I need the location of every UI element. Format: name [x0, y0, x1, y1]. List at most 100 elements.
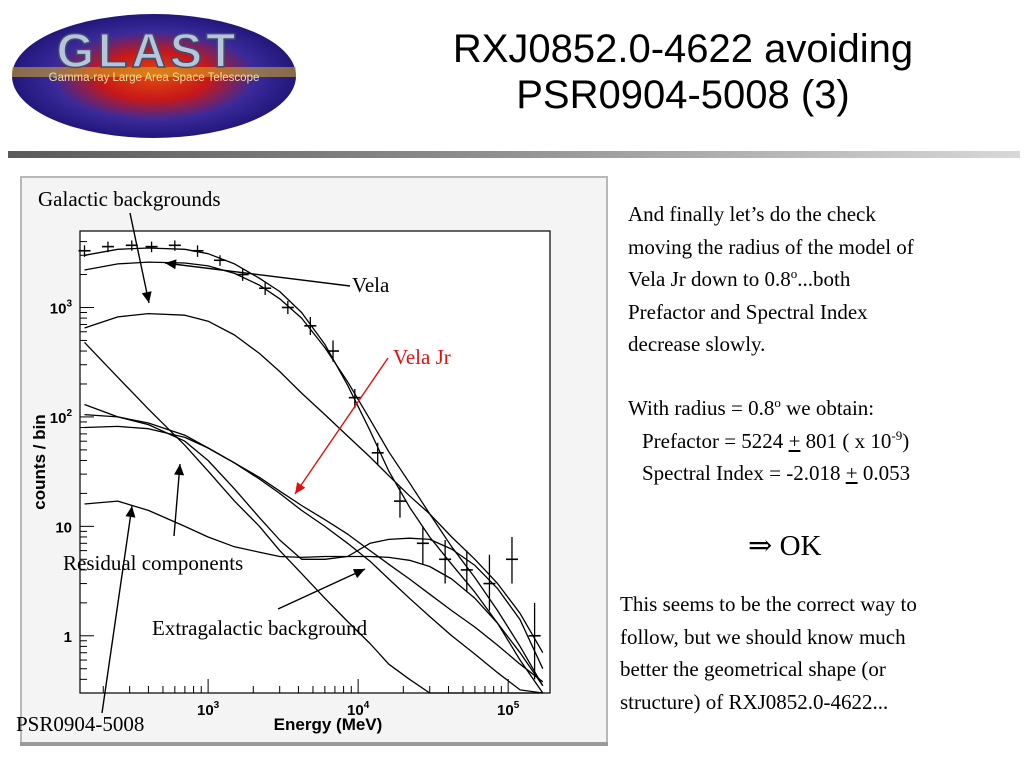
arrow-vela-jr [294, 357, 389, 495]
arrow-head [352, 569, 365, 579]
arrow-extragalactic [277, 568, 366, 610]
data-point [327, 340, 340, 362]
arrow-shaft [101, 505, 133, 714]
tick-base: 10 [55, 519, 72, 536]
spectrum-chart: 103 104 105 1 10 102 103 Energy (MeV) counts /… [20, 176, 608, 746]
y-tick-label: 103 [50, 298, 73, 317]
model-curve-2 [84, 261, 544, 687]
closing-line: structure) of RXJ0852.0-4622... [620, 689, 889, 714]
tick-exponent: 5 [514, 700, 520, 711]
spectral-index-value: Spectral Index = -2.018 + 0.053 [642, 461, 911, 485]
arrow-psr [101, 505, 136, 714]
closing-line: better the geometrical shape (or [620, 657, 886, 681]
prefactor-value: Prefactor = 5224 + 801 ( x 10-9) [642, 427, 910, 453]
chart-frame-shadow [20, 742, 608, 746]
tick-exponent: 2 [66, 408, 72, 419]
desc-line: Prefactor and Spectral Index [628, 299, 868, 324]
callout-vela-jr: Vela Jr [393, 345, 451, 369]
desc-line: moving the radius of the model of [628, 234, 914, 259]
data-point [259, 282, 272, 296]
ok-conclusion: ⇒ OK [748, 528, 821, 564]
tick-base: 10 [347, 702, 364, 719]
tick-base: 1 [64, 629, 72, 646]
model-curve-4 [84, 341, 543, 694]
x-tick-label: 104 [347, 700, 370, 719]
x-axis-label: Energy (MeV) [274, 715, 383, 734]
logo-subtitle: Gamma-ray Large Area Space Telescope [49, 72, 260, 84]
arrow-head [165, 259, 177, 270]
arrow-shaft [277, 568, 366, 610]
tick-exponent: 4 [364, 700, 370, 711]
tick-exponent: 3 [214, 700, 220, 711]
arrow-head [141, 291, 152, 303]
desc-line: decrease slowly. [628, 332, 766, 356]
logo-wordmark: GLAST [57, 25, 240, 78]
implies-arrow-icon: ⇒ [748, 530, 773, 562]
data-point [168, 240, 181, 251]
data-point [101, 241, 114, 253]
y-axis-label: counts / bin [30, 414, 49, 509]
callout-vela: Vela [352, 273, 390, 297]
data-point [78, 245, 91, 257]
data-point [439, 540, 452, 584]
closing-text: This seems to be the correct way to foll… [620, 588, 1020, 718]
data-point [145, 241, 158, 253]
arrow-shaft [173, 463, 181, 537]
data-point [281, 300, 294, 315]
callout-psr: PSR0904-5008 [16, 712, 145, 736]
slide-title: RXJ0852.0-4622 avoiding PSR0904-5008 (3) [350, 26, 1016, 118]
data-point [460, 550, 473, 593]
tick-base: 10 [50, 410, 67, 427]
x-tick-label: 105 [497, 700, 520, 719]
title-divider [8, 151, 1020, 158]
arrow-head [295, 482, 306, 494]
data-points [78, 240, 541, 680]
y-tick-label: 102 [50, 408, 73, 427]
data-point [393, 486, 406, 518]
data-point [483, 554, 496, 611]
arrow-head [174, 464, 185, 476]
data-point [371, 442, 384, 466]
data-point [348, 388, 361, 409]
fit-result: With radius = 0.8o we obtain: Prefactor … [628, 392, 1018, 490]
arrow-residual [173, 463, 185, 537]
callout-residual-components: Residual components [63, 551, 244, 575]
data-point [416, 526, 429, 565]
result-intro: With radius = 0.8o we obtain: [628, 395, 875, 420]
callout-arrows [101, 212, 389, 714]
title-line-1: RXJ0852.0-4622 avoiding [452, 27, 914, 71]
callout-extragalactic-background: Extragalactic background [152, 616, 368, 640]
arrow-shaft [294, 357, 389, 495]
arrow-vela [164, 259, 351, 287]
model-curves [84, 247, 544, 694]
data-point [191, 245, 204, 257]
model-curve-5 [84, 403, 544, 683]
title-line-2: PSR0904-5008 (3) [516, 73, 850, 117]
data-point [213, 255, 226, 266]
tick-exponent: 3 [66, 298, 72, 309]
model-curve-6 [84, 425, 543, 694]
y-tick-label: 10 [55, 519, 72, 536]
arrow-shaft [164, 262, 351, 287]
closing-line: This seems to be the correct way to [620, 592, 917, 616]
data-point [505, 536, 518, 584]
data-point [304, 316, 317, 336]
model-curve-3 [84, 312, 544, 654]
x-tick-label: 103 [197, 700, 220, 719]
data-point [125, 240, 138, 251]
closing-line: follow, but we should know much [620, 624, 906, 649]
model-curve-8 [84, 500, 544, 687]
ok-label: OK [772, 530, 822, 562]
tick-base: 10 [197, 702, 214, 719]
arrow-head [125, 506, 136, 518]
model-curve-7 [84, 413, 544, 669]
desc-line: And finally let’s do the check [628, 202, 876, 226]
arrow-shaft [129, 212, 150, 304]
plot-area [79, 230, 551, 694]
callout-galactic-backgrounds: Galactic backgrounds [38, 187, 221, 211]
tick-base: 10 [497, 702, 514, 719]
tick-base: 10 [50, 300, 67, 317]
y-tick-label: 1 [64, 629, 72, 646]
data-point [236, 268, 249, 281]
